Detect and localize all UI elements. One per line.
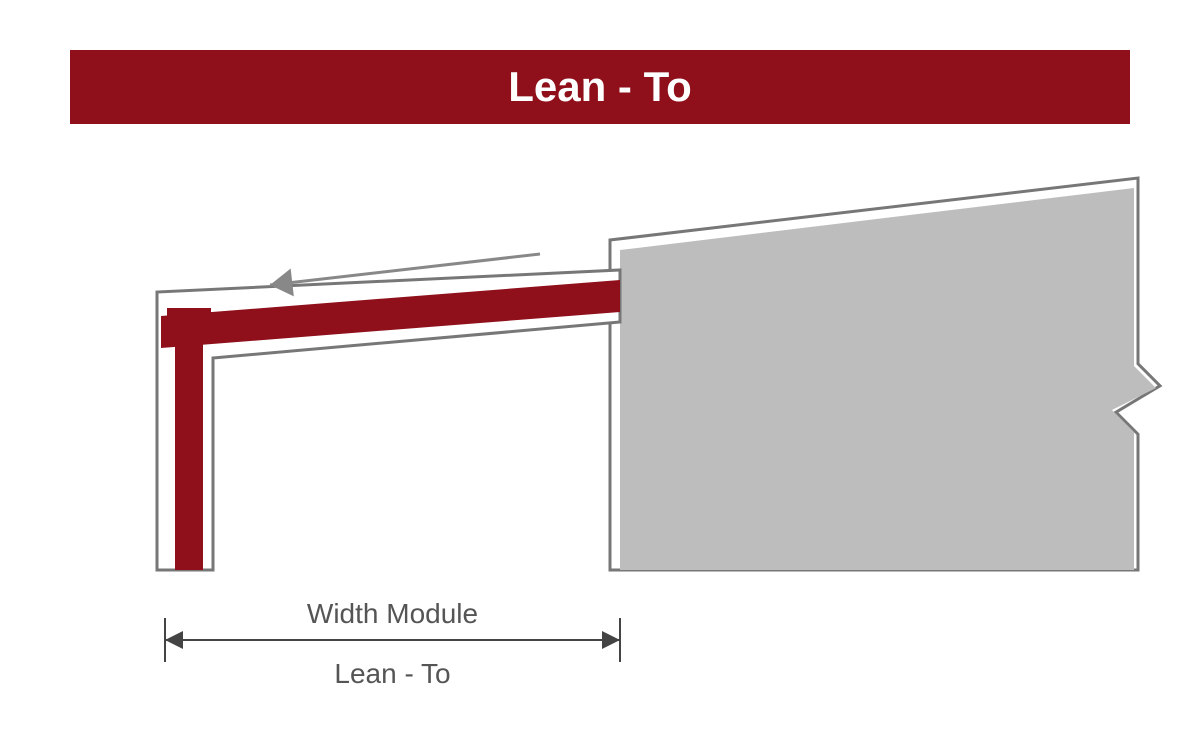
- lean-to-diagram: [0, 0, 1200, 744]
- dimension-label-2: Lean - To: [193, 658, 593, 690]
- dimension-label-1: Width Module: [193, 598, 593, 630]
